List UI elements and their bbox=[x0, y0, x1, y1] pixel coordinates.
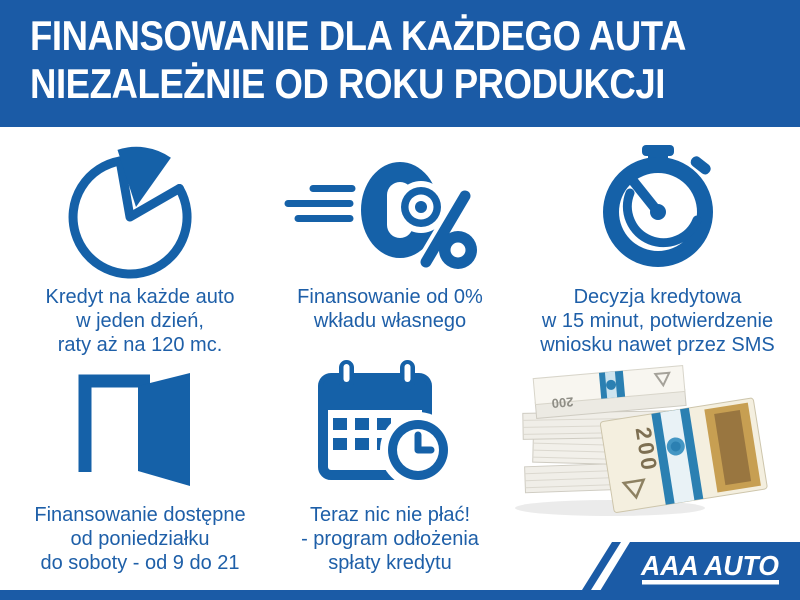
banknote-value-top: 200 bbox=[551, 394, 574, 411]
calendar-clock-icon bbox=[318, 360, 456, 486]
header-title-line2: NIEZALEŻNIE OD ROKU PRODUKCJI bbox=[30, 60, 665, 107]
stopwatch-icon bbox=[603, 145, 713, 267]
logo-banner bbox=[600, 542, 800, 591]
door-panel bbox=[138, 373, 190, 486]
caption-credit: Kredyt na każde auto w jeden dzień, raty… bbox=[45, 286, 235, 356]
speed-lines bbox=[284, 185, 356, 222]
logo-underline bbox=[642, 580, 779, 585]
caption-deferral: Teraz nic nie płać! - program odłożenia … bbox=[301, 504, 479, 574]
brand-logo-text: AAA AUTO bbox=[640, 550, 779, 581]
caption-decision: Decyzja kredytowa w 15 minut, potwierdze… bbox=[540, 286, 775, 356]
caption-zero-percent: Finansowanie od 0% wkładu własnego bbox=[297, 286, 483, 332]
header-banner: FINANSOWANIE DLA KAŻDEGO AUTA NIEZALEŻNI… bbox=[0, 0, 800, 127]
bottom-strip bbox=[0, 590, 800, 600]
caption-availability: Finansowanie dostępne od poniedziałku do… bbox=[34, 504, 246, 574]
clock-hands bbox=[414, 431, 435, 454]
header-title-line1: FINANSOWANIE DLA KAŻDEGO AUTA bbox=[30, 12, 686, 59]
door-frame bbox=[78, 374, 150, 472]
logo-accent-stripe bbox=[582, 542, 621, 590]
pie-slice bbox=[117, 146, 171, 207]
open-door-icon bbox=[78, 373, 190, 486]
dial-swoosh bbox=[622, 188, 702, 248]
money-stack-image: 200 200 bbox=[515, 365, 768, 516]
zero-percent-icon bbox=[284, 162, 477, 272]
leaning-banknote-pack: 200 bbox=[599, 397, 768, 513]
pie-chart-icon bbox=[68, 146, 192, 279]
brand-logo: AAA AUTO bbox=[582, 542, 800, 591]
